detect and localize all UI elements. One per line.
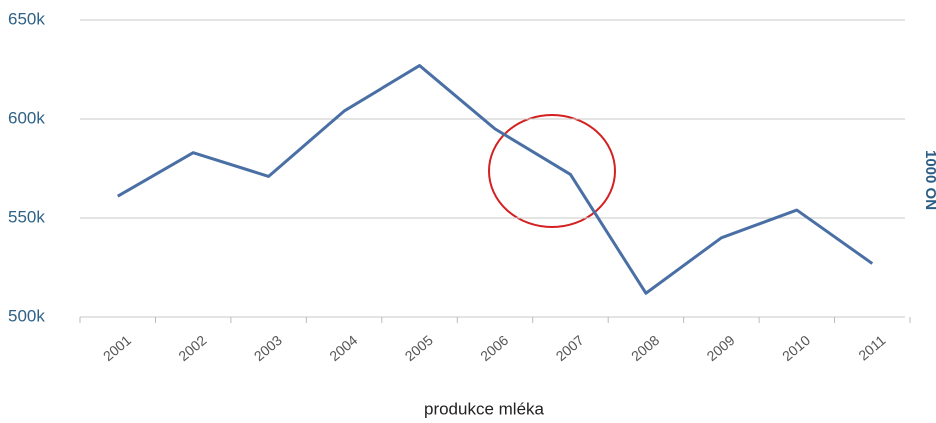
x-tick-label: 2002 xyxy=(175,332,209,364)
y-tick-label: 600k xyxy=(8,108,45,127)
y2-axis-label: 1000 ON xyxy=(922,150,936,210)
data-line xyxy=(116,64,874,295)
x-tick-label: 2003 xyxy=(251,332,285,364)
highlight-circle xyxy=(488,114,616,228)
y-tick-label: 500k xyxy=(8,306,45,325)
x-tick-label: 2007 xyxy=(553,332,587,364)
x-tick-label: 2011 xyxy=(855,332,889,364)
y-tick-label: 550k xyxy=(8,207,45,226)
x-axis-label: produkce mléka xyxy=(424,399,545,418)
x-tick-label: 2005 xyxy=(402,332,436,364)
x-tick-label: 2006 xyxy=(477,332,511,364)
x-tick-label: 2008 xyxy=(628,332,662,364)
x-tick-label: 2004 xyxy=(326,332,360,364)
x-tick-label: 2009 xyxy=(704,332,738,364)
x-tick-label: 2001 xyxy=(100,332,134,364)
y-tick-label: 650k xyxy=(8,9,45,28)
x-tick-label: 2010 xyxy=(779,332,813,364)
